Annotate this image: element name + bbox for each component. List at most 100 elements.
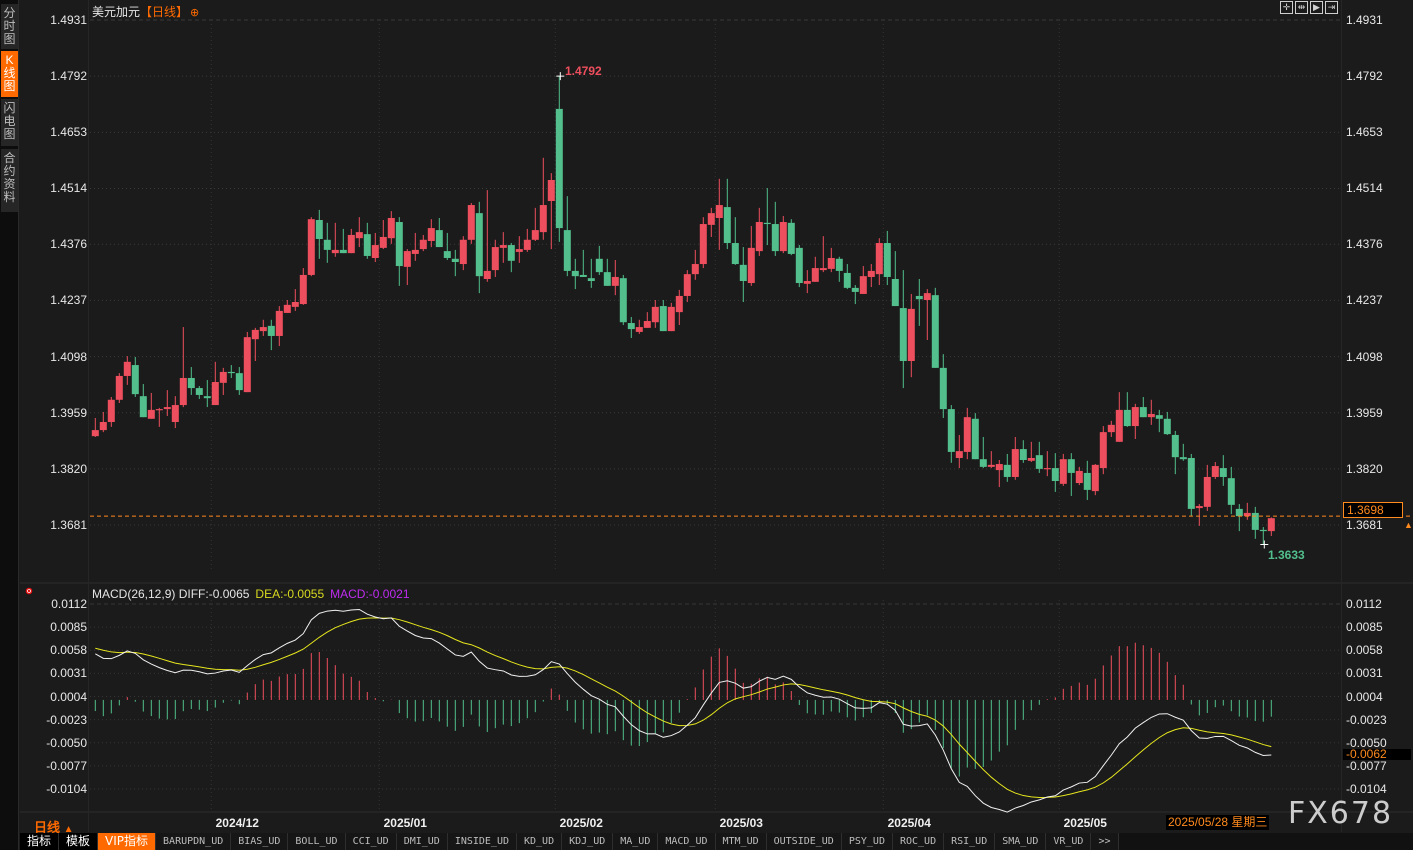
indicator-tab[interactable]: 指标 [20, 833, 60, 850]
candle-up [259, 327, 267, 332]
candle-up [995, 464, 1003, 471]
min-marker-icon [1260, 540, 1269, 549]
candle-down [1035, 455, 1043, 469]
last-price-box: 1.3698 [1343, 502, 1403, 518]
sidebar-tab-flash[interactable]: 闪电图 [1, 99, 18, 146]
candle-up [483, 270, 491, 279]
candle-up [531, 230, 539, 240]
candle-down [571, 270, 579, 277]
indicator-tab-ma-ud[interactable]: MA_UD [613, 833, 659, 850]
candle-down [139, 396, 147, 418]
candle-up [1059, 459, 1067, 484]
candle-up [1075, 470, 1083, 484]
indicator-tab-sma-ud[interactable]: SMA_UD [995, 833, 1047, 850]
candle-down [1259, 529, 1267, 532]
candle-up [155, 409, 163, 411]
candle-down [323, 239, 331, 250]
indicator-tab-kd-ud[interactable]: KD_UD [517, 833, 563, 850]
candle-up [171, 405, 179, 423]
indicator-tab-inside-ud[interactable]: INSIDE_UD [447, 833, 517, 850]
play-forward-icon[interactable]: ▶ [1310, 1, 1323, 14]
candle-down [579, 274, 587, 277]
candle-up [755, 222, 763, 252]
sidebar-tab-timeshare[interactable]: 分时图 [1, 4, 18, 49]
indicator-tab-psy-ud[interactable]: PSY_UD [841, 833, 893, 850]
price-arrow-icon: ▲ [1404, 520, 1413, 530]
candle-down [131, 365, 139, 395]
circle-plus-icon[interactable]: ⊕ [190, 7, 200, 19]
diff-value: DIFF:-0.0065 [178, 587, 250, 601]
indicator-tab-roc-ud[interactable]: ROC_UD [892, 833, 945, 850]
sidebar-tab-contract-info[interactable]: 合约资料 [1, 149, 18, 212]
time-tick: 2025/04 [887, 816, 931, 830]
candle-down [1187, 457, 1195, 509]
jump-to-end-icon[interactable]: ⇥ [1325, 1, 1338, 14]
candle-up [611, 276, 619, 286]
candle-down [603, 272, 611, 286]
candle-up [307, 219, 315, 275]
candle-down [1067, 459, 1075, 473]
sidebar-tab-label: 合约资料 [3, 151, 16, 204]
indicator-tab-vr-ud[interactable]: VR_UD [1046, 833, 1092, 850]
zoom-range-icon[interactable]: ⇹ [1295, 1, 1308, 14]
candle-down [363, 234, 371, 256]
candle-down [851, 287, 859, 292]
more-tabs-button[interactable]: >> [1091, 833, 1119, 850]
candle-up [955, 451, 963, 458]
candle-up [811, 268, 819, 282]
candle-down [595, 258, 603, 273]
indicator-tab-bias-ud[interactable]: BIAS_UD [231, 833, 289, 850]
macd-value: MACD:-0.0021 [330, 587, 410, 601]
candle-down [267, 325, 275, 336]
indicator-settings-icon[interactable] [24, 586, 34, 596]
candle-up [1115, 409, 1123, 442]
candle-down [443, 251, 451, 258]
candle-up [1243, 512, 1251, 517]
indicator-tab-outside-ud[interactable]: OUTSIDE_UD [766, 833, 842, 850]
indicator-tab-mtm-ud[interactable]: MTM_UD [715, 833, 767, 850]
candle-up [867, 270, 875, 277]
indicator-tab-rsi-ud[interactable]: RSI_UD [944, 833, 996, 850]
indicator-tab-macd-ud[interactable]: MACD_UD [658, 833, 716, 850]
price-tick-right: 1.3820 [1346, 461, 1383, 476]
candle-down [1235, 508, 1243, 517]
dea-line [95, 617, 1272, 798]
candle-down [339, 249, 347, 254]
candle-down [1051, 468, 1059, 482]
candle-up [163, 407, 171, 410]
macd-tick-right: 0.0058 [1346, 643, 1383, 658]
indicator-tab-dmi-ud[interactable]: DMI_UD [396, 833, 448, 850]
candle-down [1123, 409, 1131, 427]
sidebar-tab-label: 闪电图 [3, 101, 16, 141]
chart-title: 美元加元【日线】 ⊕ [92, 3, 199, 20]
template-tab[interactable]: 模板 [59, 833, 99, 850]
vip-indicator-tab[interactable]: VIP指标 [98, 833, 157, 850]
candle-up [923, 293, 931, 300]
min-price-label: 1.3633 [1268, 548, 1305, 562]
candle-down [659, 306, 667, 332]
indicator-tab-boll-ud[interactable]: BOLL_UD [288, 833, 346, 850]
indicator-tab-barupdn-ud[interactable]: BARUPDN_UD [156, 833, 232, 850]
indicator-tab-cci-ud[interactable]: CCI_UD [345, 833, 397, 850]
candle-down [795, 247, 803, 284]
indicator-tab-kdj-ud[interactable]: KDJ_UD [562, 833, 614, 850]
candle-up [355, 232, 363, 239]
candle-up [99, 422, 107, 431]
chart-toolbar: ✛ ⇹ ▶ ⇥ [1280, 1, 1338, 14]
candle-up [123, 361, 131, 376]
candle-up [707, 213, 715, 225]
candle-up [387, 217, 395, 239]
price-tick-left: 1.3820 [50, 461, 87, 476]
crosshair-icon[interactable]: ✛ [1280, 1, 1293, 14]
candle-up [683, 274, 691, 296]
period-selector[interactable]: 日线 ▲ [34, 817, 74, 836]
time-tick: 2025/03 [719, 816, 763, 830]
candle-up [1267, 518, 1275, 532]
candle-up [211, 382, 219, 406]
candle-up [859, 276, 867, 294]
candle-down [947, 409, 955, 452]
price-tick-right: 1.4376 [1346, 237, 1383, 252]
macd-tick-right: -0.0050 [1346, 735, 1387, 750]
